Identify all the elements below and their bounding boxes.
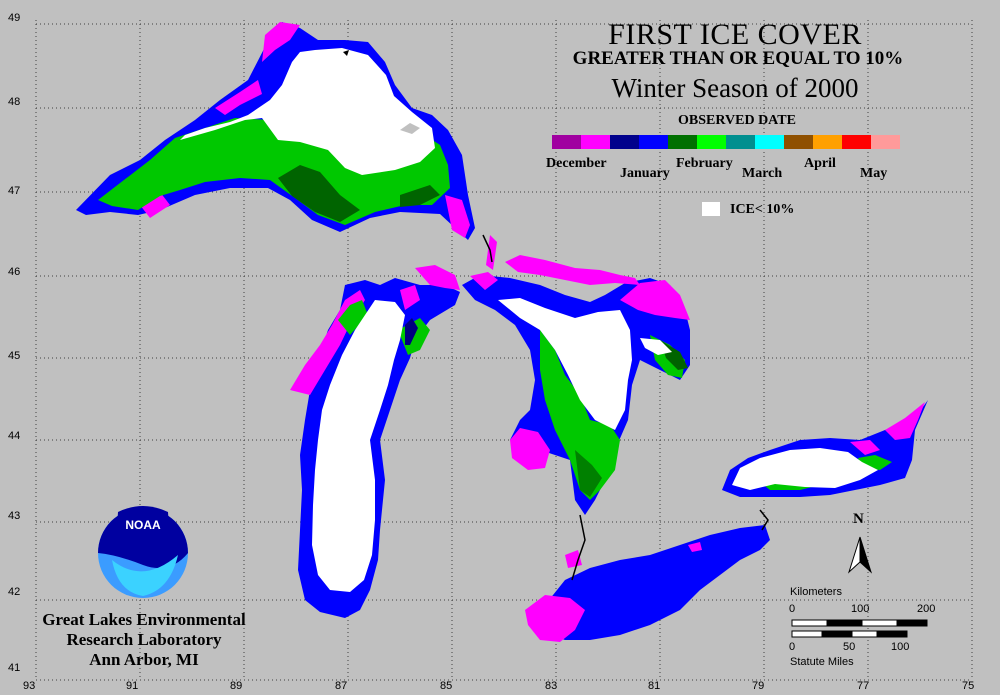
lat-label: 41 xyxy=(8,662,21,674)
legend-color-swatch xyxy=(697,135,726,149)
lake-erie xyxy=(525,525,770,642)
lon-label: 83 xyxy=(545,680,558,692)
detroit-river xyxy=(571,514,586,581)
legend-color-swatch xyxy=(552,135,581,149)
legend-color-ramp xyxy=(552,135,900,149)
legend-color-swatch xyxy=(668,135,697,149)
lat-label: 45 xyxy=(8,350,21,362)
organization-line-1: Great Lakes Environmental xyxy=(42,610,246,629)
lat-label: 44 xyxy=(8,430,21,442)
lat-label: 46 xyxy=(8,266,21,278)
scale-km-label: Kilometers xyxy=(790,586,842,598)
legend-no-ice-label: ICE< 10% xyxy=(730,202,795,217)
legend-month-march: March xyxy=(742,166,783,181)
lat-label: 43 xyxy=(8,510,21,522)
legend-month-december: December xyxy=(546,156,607,171)
noaa-logo xyxy=(98,506,188,598)
legend-month-february: February xyxy=(676,156,733,171)
legend-month-january: January xyxy=(620,166,670,181)
lon-label: 77 xyxy=(857,680,870,692)
legend-month-april: April xyxy=(804,156,836,171)
lat-label: 48 xyxy=(8,96,21,108)
season-label: Winter Season of 2000 xyxy=(611,73,859,103)
north-arrow xyxy=(847,536,873,574)
lon-label: 81 xyxy=(648,680,661,692)
lon-label: 91 xyxy=(126,680,139,692)
legend-color-swatch xyxy=(581,135,610,149)
scale-mile-tick: 100 xyxy=(891,641,910,653)
organization-line-2: Research Laboratory xyxy=(66,630,222,649)
legend-color-swatch xyxy=(610,135,639,149)
lat-label: 42 xyxy=(8,586,21,598)
lon-label: 89 xyxy=(230,680,243,692)
north-label: N xyxy=(853,511,864,527)
lon-label: 79 xyxy=(752,680,765,692)
st-marys-river xyxy=(482,234,493,263)
scale-mile-tick: 0 xyxy=(789,641,796,653)
niagara-river xyxy=(759,509,769,531)
organization-line-3: Ann Arbor, MI xyxy=(89,650,199,669)
lake-superior xyxy=(76,22,475,240)
scale-km-tick: 200 xyxy=(917,603,936,615)
noaa-logo-text: NOAA xyxy=(125,518,161,532)
legend-month-may: May xyxy=(860,166,888,181)
lon-label: 75 xyxy=(962,680,975,692)
legend-color-swatch xyxy=(755,135,784,149)
lon-label: 93 xyxy=(23,680,36,692)
legend-color-swatch xyxy=(639,135,668,149)
lon-label: 87 xyxy=(335,680,348,692)
scale-bar xyxy=(791,619,928,638)
legend-heading: OBSERVED DATE xyxy=(678,113,796,128)
lake-huron xyxy=(462,235,690,515)
legend-color-swatch xyxy=(813,135,842,149)
scale-km-tick: 100 xyxy=(851,603,870,615)
lake-michigan xyxy=(290,265,460,618)
scale-km-tick: 0 xyxy=(789,603,796,615)
lat-label: 49 xyxy=(8,12,21,24)
lat-label: 47 xyxy=(8,185,21,197)
lake-ontario xyxy=(722,400,928,497)
legend-color-swatch xyxy=(784,135,813,149)
legend-color-swatch xyxy=(726,135,755,149)
scale-mile-tick: 50 xyxy=(843,641,856,653)
legend-color-swatch xyxy=(871,135,900,149)
legend-no-ice-swatch xyxy=(702,202,720,216)
legend-color-swatch xyxy=(842,135,871,149)
scale-mile-label: Statute Miles xyxy=(790,656,854,668)
map-subtitle: GREATER THAN OR EQUAL TO 10% xyxy=(572,48,904,69)
lon-label: 85 xyxy=(440,680,453,692)
map-title: FIRST ICE COVER xyxy=(608,18,862,51)
